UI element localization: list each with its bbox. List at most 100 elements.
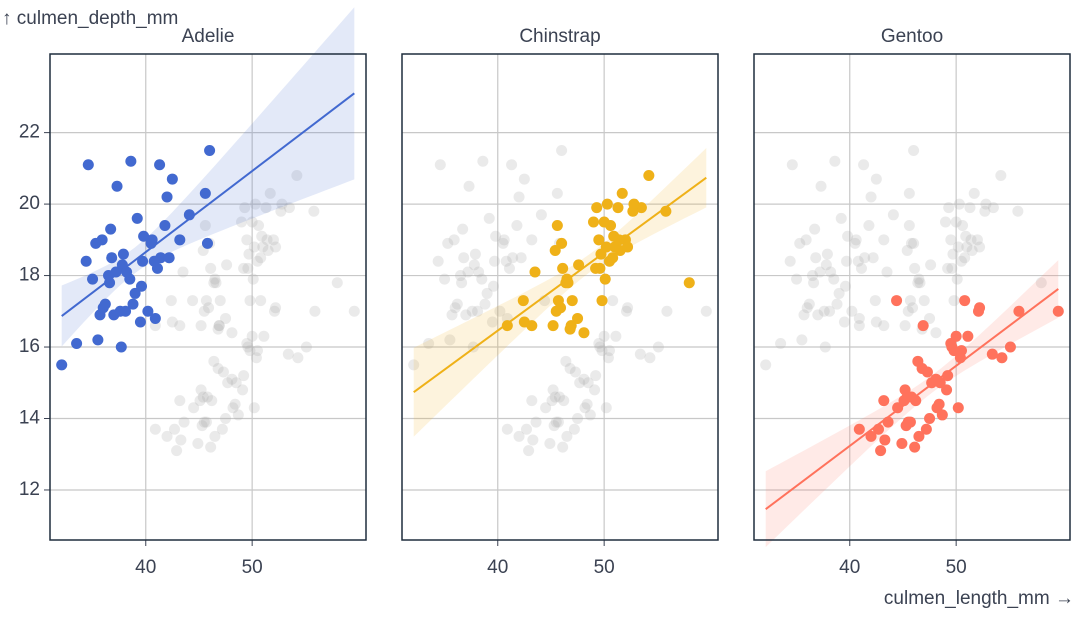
- background-dot: [200, 295, 212, 307]
- dot: [643, 170, 655, 181]
- background-dot: [865, 191, 877, 203]
- dot: [529, 266, 541, 278]
- background-dot: [203, 302, 215, 314]
- background-dot: [526, 395, 538, 407]
- background-dot: [987, 202, 999, 214]
- background-dot: [251, 255, 263, 267]
- background-dot: [863, 220, 875, 232]
- background-dot: [241, 234, 253, 246]
- dot: [878, 395, 890, 407]
- x-tick-label: 40: [839, 557, 860, 578]
- background-dot: [192, 438, 204, 450]
- background-dot: [494, 305, 506, 317]
- dot: [106, 252, 118, 264]
- dot: [549, 245, 561, 257]
- background-dot: [260, 202, 272, 214]
- background-dot: [309, 305, 321, 317]
- background-dot: [942, 262, 954, 274]
- background-dot: [226, 373, 238, 385]
- background-dot: [208, 355, 220, 367]
- dot: [904, 416, 916, 428]
- y-tick-label: 16: [19, 336, 40, 357]
- dot: [517, 295, 529, 307]
- background-dot: [460, 309, 472, 321]
- dot: [125, 155, 137, 167]
- background-dot: [560, 355, 572, 367]
- y-axis-label: ↑ culmen_depth_mm: [2, 8, 178, 29]
- background-dot: [853, 312, 865, 324]
- background-dot: [661, 305, 673, 317]
- background-dot: [308, 205, 320, 217]
- background-dot: [552, 416, 564, 428]
- background-dot: [434, 159, 446, 171]
- background-dot: [477, 155, 489, 167]
- background-dot: [242, 341, 254, 353]
- dot: [110, 266, 122, 278]
- background-dot: [867, 252, 879, 264]
- background-dot: [855, 262, 867, 274]
- background-dot: [951, 273, 963, 285]
- background-dot: [547, 384, 559, 396]
- background-dot: [237, 384, 249, 396]
- background-dot: [825, 266, 837, 278]
- background-dot: [598, 330, 610, 342]
- background-dot: [178, 416, 190, 428]
- background-dot: [232, 409, 244, 421]
- background-dot: [449, 302, 461, 314]
- background-dot: [238, 370, 250, 382]
- background-dot: [869, 295, 881, 307]
- background-dot: [214, 295, 226, 307]
- dot: [501, 320, 513, 332]
- background-dot: [838, 316, 850, 328]
- background-dot: [846, 305, 858, 317]
- background-dot: [582, 377, 594, 389]
- background-dot: [925, 259, 937, 271]
- background-dot: [803, 298, 815, 310]
- background-dot: [584, 409, 596, 421]
- dot: [136, 280, 148, 292]
- background-dot: [913, 273, 925, 285]
- background-dot: [908, 237, 920, 249]
- dot: [71, 337, 83, 349]
- background-dot: [899, 320, 911, 332]
- background-dot: [229, 398, 241, 410]
- background-dot: [489, 255, 501, 267]
- background-dot: [581, 398, 593, 410]
- dot: [526, 320, 538, 332]
- background-dot: [903, 187, 915, 199]
- background-dot: [168, 423, 180, 435]
- dot: [1052, 305, 1064, 317]
- background-dot: [423, 337, 435, 349]
- facet-frame: [401, 53, 719, 541]
- dot: [600, 241, 612, 253]
- background-dot: [221, 259, 233, 271]
- dot: [159, 220, 171, 232]
- background-dot: [603, 345, 615, 357]
- dot: [56, 359, 68, 371]
- background-dot: [878, 320, 890, 332]
- dot: [591, 202, 603, 214]
- confidence-band: [413, 148, 707, 437]
- background-dot: [446, 309, 458, 321]
- background-dot: [810, 252, 822, 264]
- background-dot: [456, 277, 468, 289]
- background-dot: [250, 352, 262, 364]
- background-dot: [256, 230, 268, 242]
- background-dot: [246, 330, 258, 342]
- background-dot: [568, 423, 580, 435]
- background-dot: [171, 445, 183, 457]
- background-dot: [432, 255, 444, 267]
- background-dot: [238, 262, 250, 274]
- background-dot: [473, 266, 485, 278]
- dot: [137, 255, 149, 267]
- background-dot: [950, 216, 962, 228]
- background-dot: [199, 220, 211, 232]
- background-dot: [244, 295, 256, 307]
- dot: [578, 327, 590, 339]
- dot: [588, 216, 600, 228]
- dot: [910, 395, 922, 407]
- background-dot: [241, 337, 253, 349]
- background-dot: [644, 352, 656, 364]
- background-dot: [497, 237, 509, 249]
- background-dot: [490, 230, 502, 242]
